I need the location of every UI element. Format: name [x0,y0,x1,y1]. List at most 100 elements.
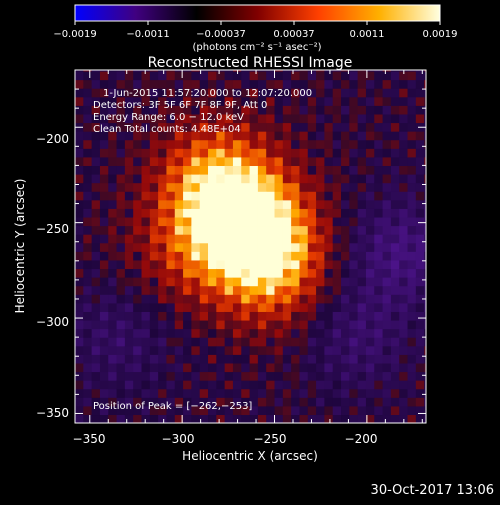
heatmap-cell [124,234,134,244]
heatmap-cell [174,414,184,423]
heatmap-cell [399,259,409,270]
heatmap-cell [91,182,101,192]
heatmap-cell [141,354,151,364]
heatmap-cell [241,173,251,184]
heatmap-cell [357,131,367,141]
heatmap-cell [133,397,143,407]
heatmap-cell [357,388,367,398]
heatmap-cell [357,70,367,72]
heatmap-cell [91,345,101,355]
heatmap-cell [390,234,400,244]
heatmap-cell [83,96,93,106]
plot-frame [74,69,427,424]
heatmap-cell [99,285,109,295]
heatmap-cell [91,311,101,321]
heatmap-cell [83,139,93,149]
heatmap-cell [158,131,168,141]
heatmap-cell [91,216,101,227]
heatmap-cell [365,328,375,338]
heatmap-cell [216,173,226,184]
heatmap-cell [174,234,184,244]
heatmap-cell [282,105,292,115]
heatmap-cell [133,165,143,175]
heatmap-cell [365,371,375,381]
heatmap-cell [174,70,184,72]
heatmap-cell [374,414,384,423]
heatmap-cell [108,311,118,321]
heatmap-cell [341,182,350,192]
heatmap-cell [249,242,259,252]
heatmap-cell [390,337,400,347]
heatmap-cell [75,96,84,106]
heatmap-cell [249,328,259,338]
heatmap-cell [191,70,201,72]
heatmap-cell [349,414,359,423]
heatmap-cell [124,380,134,390]
heatmap-cell [141,345,151,355]
heatmap-cell [390,371,400,381]
heatmap-cell [299,285,309,295]
heatmap-cell [75,208,84,218]
heatmap-cell [349,388,359,398]
heatmap-cell [149,79,159,89]
heatmap-cell [316,380,325,390]
heatmap-cell [124,79,134,89]
heatmap-cell [415,319,425,330]
heatmap-cell [241,371,251,381]
heatmap-cell [266,345,276,355]
heatmap-cell [216,285,226,295]
x-tick-label-0: −350 [73,432,106,446]
heatmap-cell [324,105,334,115]
heatmap-cell [174,268,184,278]
heatmap-cell [324,199,334,209]
heatmap-cell [149,311,159,321]
heatmap-cell [83,311,93,321]
heatmap-cell [232,414,242,423]
heatmap-cell [208,380,217,390]
heatmap-cell [316,165,325,175]
heatmap-cell [357,362,367,373]
heatmap-cell [407,362,417,373]
heatmap-cell [149,234,159,244]
heatmap-cell [158,216,168,227]
heatmap-cell [390,251,400,261]
heatmap-cell [174,362,184,373]
colorbar-tick-2: −0.00037 [196,29,246,40]
heatmap-cell [141,182,151,192]
heatmap-cell [282,311,292,321]
heatmap-cell [299,294,309,304]
heatmap-cell [299,88,309,98]
heatmap-cell [407,165,417,175]
heatmap-cell [424,70,426,72]
heatmap-cell [166,242,176,252]
heatmap-cell [324,294,334,304]
heatmap-cell [316,79,325,89]
heatmap-cell [133,337,143,347]
heatmap-cell [324,259,334,270]
heatmap-cell [324,225,334,235]
heatmap-cell [249,234,259,244]
heatmap-cell [282,208,292,218]
heatmap-cell [316,173,325,184]
heatmap-cell [407,251,417,261]
heatmap-cell [208,173,217,184]
heatmap-cell [158,380,168,390]
heatmap-cell [99,208,109,218]
heatmap-cell [399,397,409,407]
heatmap-cell [133,362,143,373]
heatmap-cell [241,414,251,423]
heatmap-cell [324,139,334,149]
heatmap-cell [424,345,426,355]
heatmap-cell [108,371,118,381]
heatmap-cell [141,397,151,407]
heatmap-cell [390,405,400,416]
heatmap-cell [249,277,259,287]
heatmap-cell [399,96,409,106]
heatmap-cell [291,397,301,407]
heatmap-cell [232,148,242,158]
heatmap-cell [341,319,350,330]
heatmap-cell [166,165,176,175]
heatmap-cell [291,277,301,287]
heatmap-cell [91,70,101,81]
heatmap-cell [316,225,325,235]
